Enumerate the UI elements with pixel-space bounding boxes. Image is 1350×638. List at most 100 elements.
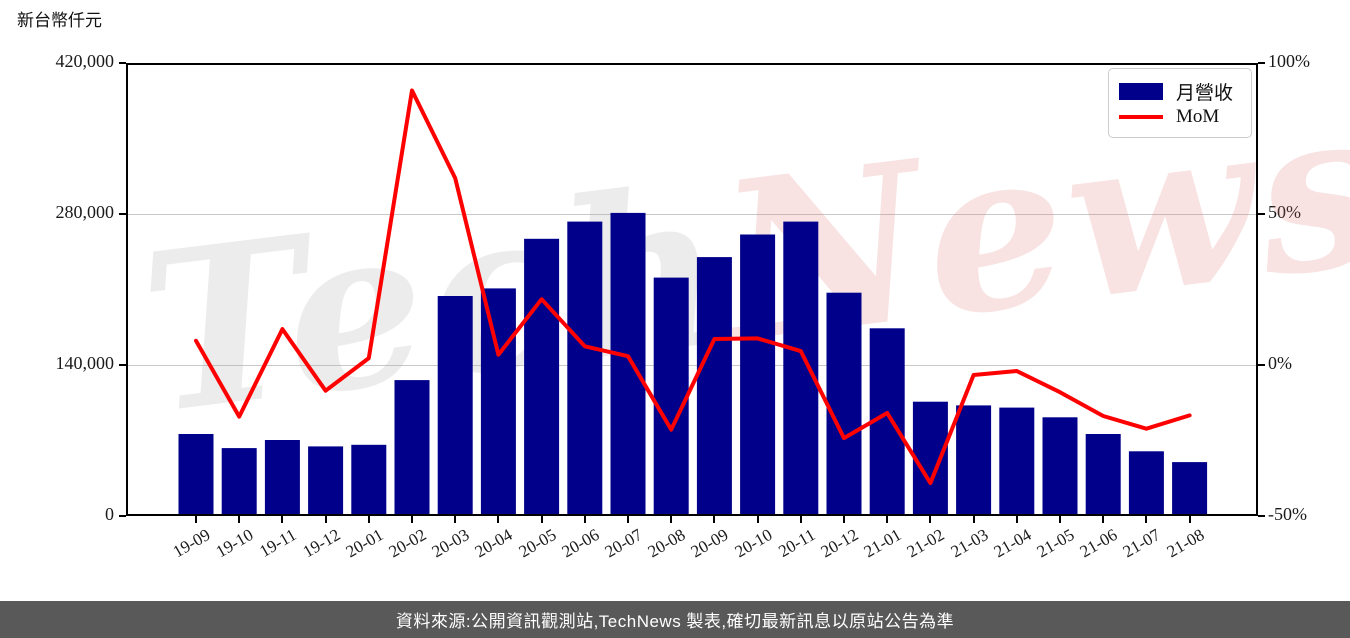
xtick-label-20-04: 20-04 <box>472 525 516 562</box>
xtick-label-21-01: 21-01 <box>860 525 905 562</box>
left-ytick-280000: 280,000 <box>55 202 115 222</box>
bar-21-02 <box>912 401 948 516</box>
bar-20-10 <box>740 234 776 516</box>
bar-20-07 <box>610 212 646 516</box>
xtick-label-21-04: 21-04 <box>990 525 1035 562</box>
left-tickmark-280000 <box>119 213 126 215</box>
bar-21-03 <box>956 405 992 516</box>
plot-area: TechNews <box>126 57 1350 516</box>
xtick-label-20-02: 20-02 <box>385 525 430 562</box>
x-tickmark-19-12 <box>324 516 327 523</box>
x-tickmark-20-11 <box>799 516 802 523</box>
right-ytick--50: -50% <box>1268 504 1307 524</box>
bar-21-06 <box>1085 434 1121 516</box>
x-tickmark-20-09 <box>713 516 716 523</box>
mom-line-swatch <box>1119 115 1163 120</box>
left-ytick-0: 0 <box>105 504 114 524</box>
xtick-label-21-05: 21-05 <box>1033 525 1078 562</box>
bar-21-08 <box>1172 462 1208 516</box>
xtick-label-20-07: 20-07 <box>601 525 646 562</box>
xtick-label-19-11: 19-11 <box>256 525 300 561</box>
xtick-label-20-03: 20-03 <box>428 525 473 562</box>
x-tickmark-21-02 <box>929 516 932 523</box>
xtick-label-21-03: 21-03 <box>947 525 992 562</box>
xtick-label-20-01: 20-01 <box>342 525 387 562</box>
legend-label-revenue: 月營收 <box>1176 82 1234 104</box>
bar-21-07 <box>1128 451 1164 516</box>
legend-label-mom: MoM <box>1176 106 1220 128</box>
bar-20-01 <box>351 444 387 516</box>
xtick-label-21-07: 21-07 <box>1120 525 1164 562</box>
x-tickmark-20-01 <box>367 516 370 523</box>
x-tickmark-21-05 <box>1059 516 1061 523</box>
bar-20-03 <box>437 296 473 516</box>
left-tickmark-420000 <box>119 62 126 64</box>
gridline-140000 <box>126 365 1258 366</box>
xtick-label-19-12: 19-12 <box>299 525 344 562</box>
legend-item-mom: MoM <box>1119 106 1241 128</box>
y-axis-unit-title: 新台幣仟元 <box>17 11 102 30</box>
bar-20-08 <box>653 277 689 516</box>
right-ytick-100: 100% <box>1268 51 1310 71</box>
x-tickmark-21-06 <box>1102 516 1105 523</box>
xtick-label-21-08: 21-08 <box>1163 525 1208 562</box>
x-tickmark-20-04 <box>497 516 500 523</box>
x-tickmark-20-02 <box>411 516 413 523</box>
x-tickmark-20-05 <box>540 516 543 523</box>
x-tickmark-21-03 <box>972 516 975 523</box>
source-caption-bar: 資料來源:公開資訊觀測站,TechNews 製表,確切最新訊息以原站公告為準 <box>0 601 1350 638</box>
right-ytick-50: 50% <box>1268 202 1301 222</box>
x-tickmark-19-09 <box>195 516 197 523</box>
x-tickmark-19-10 <box>238 516 241 523</box>
left-tickmark-0 <box>119 515 126 517</box>
right-tickmark--50 <box>1258 515 1265 517</box>
right-tickmark-50 <box>1258 213 1265 215</box>
xtick-label-20-10: 20-10 <box>731 525 776 562</box>
x-tickmark-21-04 <box>1015 516 1018 523</box>
x-tickmark-21-07 <box>1145 516 1148 523</box>
bar-20-09 <box>696 257 732 516</box>
bar-20-12 <box>826 292 862 516</box>
xtick-label-20-11: 20-11 <box>774 525 819 561</box>
x-tickmark-20-06 <box>583 516 586 523</box>
right-tickmark-0 <box>1258 364 1265 366</box>
left-ytick-420000: 420,000 <box>55 51 115 71</box>
right-tickmark-100 <box>1258 62 1265 64</box>
bar-20-11 <box>783 221 819 516</box>
x-tickmark-20-07 <box>627 516 629 523</box>
xtick-label-19-09: 19-09 <box>169 525 214 562</box>
bar-19-11 <box>264 440 300 516</box>
x-tickmark-21-01 <box>886 516 889 523</box>
legend-item-revenue: 月營收 <box>1119 78 1241 105</box>
x-tickmark-20-12 <box>843 516 845 523</box>
revenue-bar-swatch <box>1119 82 1163 100</box>
mom-line <box>194 88 1192 486</box>
bar-19-12 <box>308 446 344 516</box>
xtick-label-19-10: 19-10 <box>212 525 257 562</box>
xtick-label-21-06: 21-06 <box>1076 525 1121 562</box>
left-ytick-140000: 140,000 <box>55 353 115 373</box>
xtick-label-20-06: 20-06 <box>558 525 603 562</box>
x-tickmark-19-11 <box>281 516 284 523</box>
bar-20-05 <box>524 238 560 516</box>
bar-20-06 <box>567 221 603 516</box>
bar-20-04 <box>480 288 516 516</box>
bar-21-05 <box>1042 417 1078 516</box>
x-tickmark-20-08 <box>670 516 673 523</box>
legend: 月營收 MoM <box>1108 68 1252 138</box>
xtick-label-20-05: 20-05 <box>515 525 560 562</box>
bar-21-04 <box>999 407 1035 516</box>
chart-canvas <box>178 88 1208 516</box>
source-caption-text: 資料來源:公開資訊觀測站,TechNews 製表,確切最新訊息以原站公告為準 <box>395 612 955 631</box>
bar-20-02 <box>394 380 430 516</box>
bar-19-09 <box>178 434 214 516</box>
bar-21-01 <box>869 328 905 516</box>
right-ytick-0: 0% <box>1268 353 1292 373</box>
bar-19-10 <box>221 448 257 516</box>
x-tickmark-20-03 <box>454 516 457 523</box>
xtick-label-20-08: 20-08 <box>644 525 689 562</box>
gridline-280000 <box>126 214 1258 215</box>
xtick-label-20-12: 20-12 <box>817 525 862 562</box>
xtick-label-21-02: 21-02 <box>904 525 948 562</box>
